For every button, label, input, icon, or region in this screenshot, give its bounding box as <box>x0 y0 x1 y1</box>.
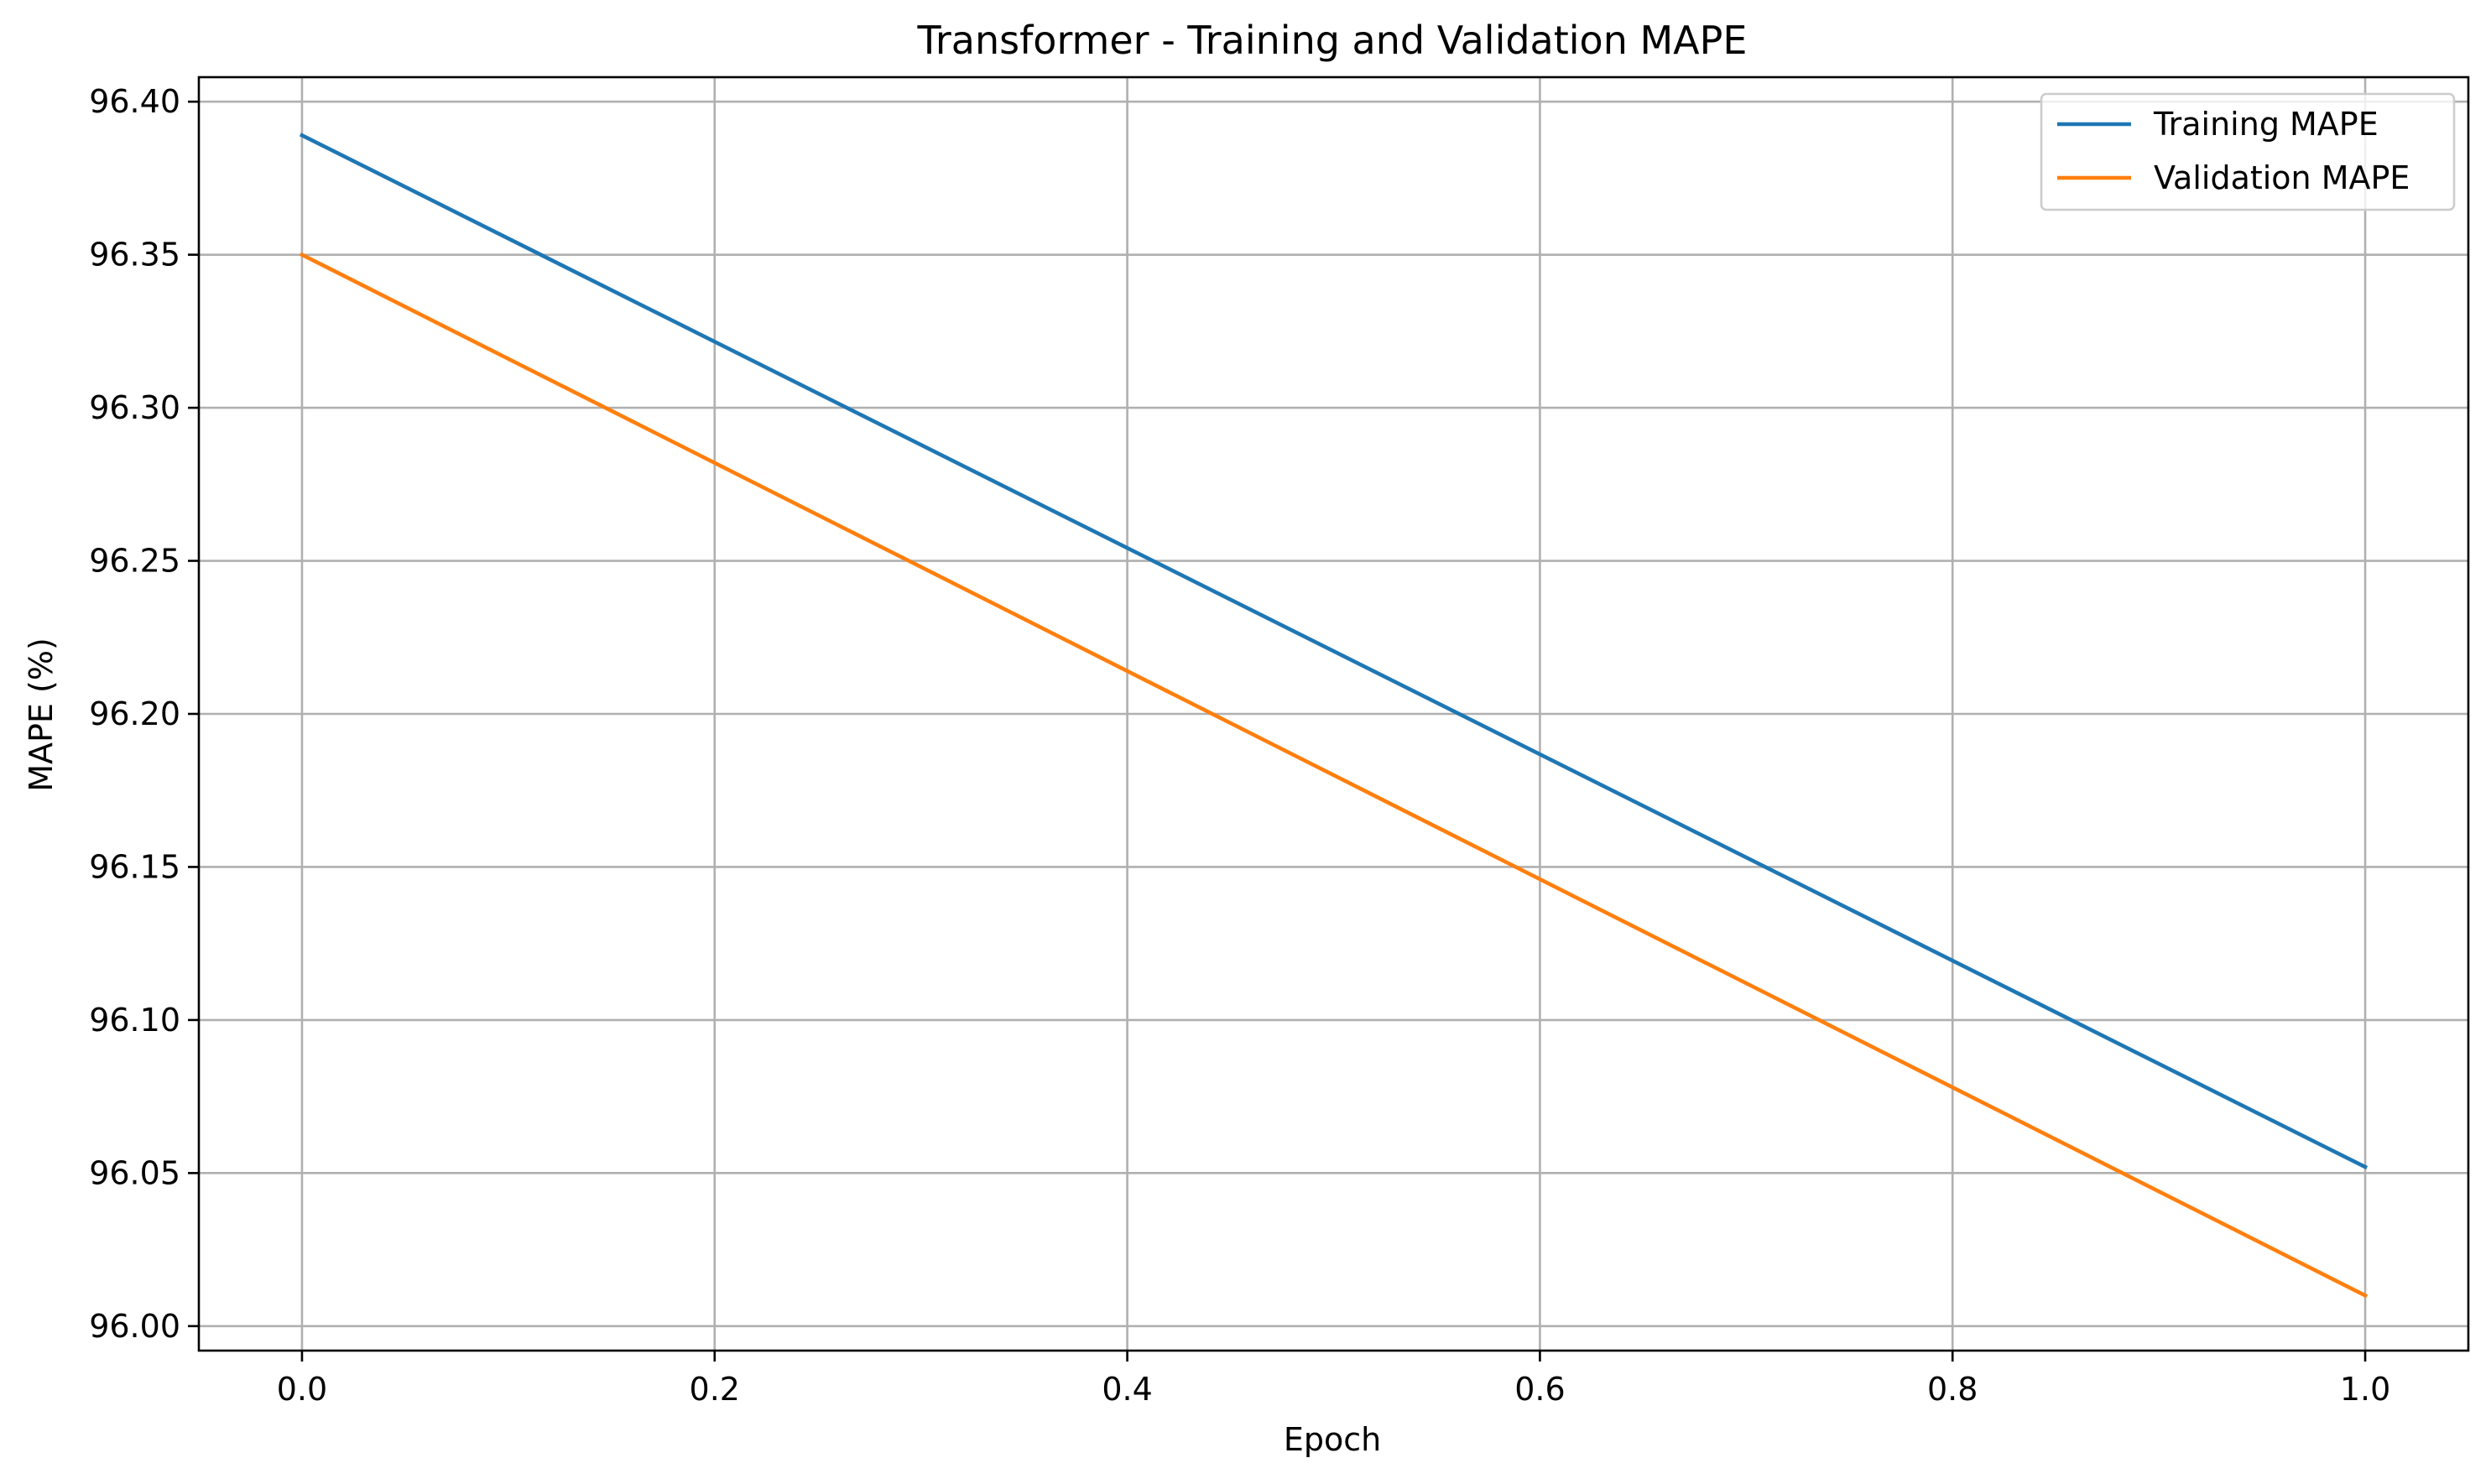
x-tick-label: 0.0 <box>277 1371 327 1408</box>
legend-box <box>2040 92 2456 211</box>
y-tick-label: 96.35 <box>89 237 180 273</box>
x-tick-label: 0.4 <box>1102 1371 1152 1408</box>
legend-label-validation-mape: Validation MAPE <box>2154 159 2410 196</box>
y-tick-label: 96.25 <box>89 543 180 580</box>
y-tick-label: 96.05 <box>89 1154 180 1191</box>
axis-ticks: 0.0 0.2 0.4 0.6 0.8 1.0 96.00 96.05 96.10 96.15 96… <box>89 83 2390 1408</box>
chart-title: Transformer - Training and Validation MA… <box>917 18 1748 63</box>
legend: Training MAPE Validation MAPE <box>2040 92 2456 211</box>
legend-label-training-mape: Training MAPE <box>2153 106 2379 143</box>
series-lines <box>299 133 2369 1299</box>
x-tick-label: 0.6 <box>1514 1371 1565 1408</box>
y-tick-label: 96.10 <box>89 1002 180 1039</box>
y-tick-label: 96.30 <box>89 389 180 426</box>
x-tick-label: 0.8 <box>1927 1371 1978 1408</box>
y-tick-label: 96.00 <box>89 1308 180 1345</box>
y-axis-title: MAPE (%) <box>23 638 60 792</box>
validation-mape-line <box>299 252 2369 1299</box>
y-tick-label: 96.40 <box>89 83 180 120</box>
y-tick-label: 96.20 <box>89 695 180 732</box>
grid <box>199 77 2468 1351</box>
training-mape-line <box>299 133 2369 1170</box>
x-tick-label: 0.2 <box>690 1371 740 1408</box>
x-tick-label: 1.0 <box>2340 1371 2390 1408</box>
y-tick-label: 96.15 <box>89 848 180 885</box>
x-axis-title: Epoch <box>1284 1421 1381 1458</box>
